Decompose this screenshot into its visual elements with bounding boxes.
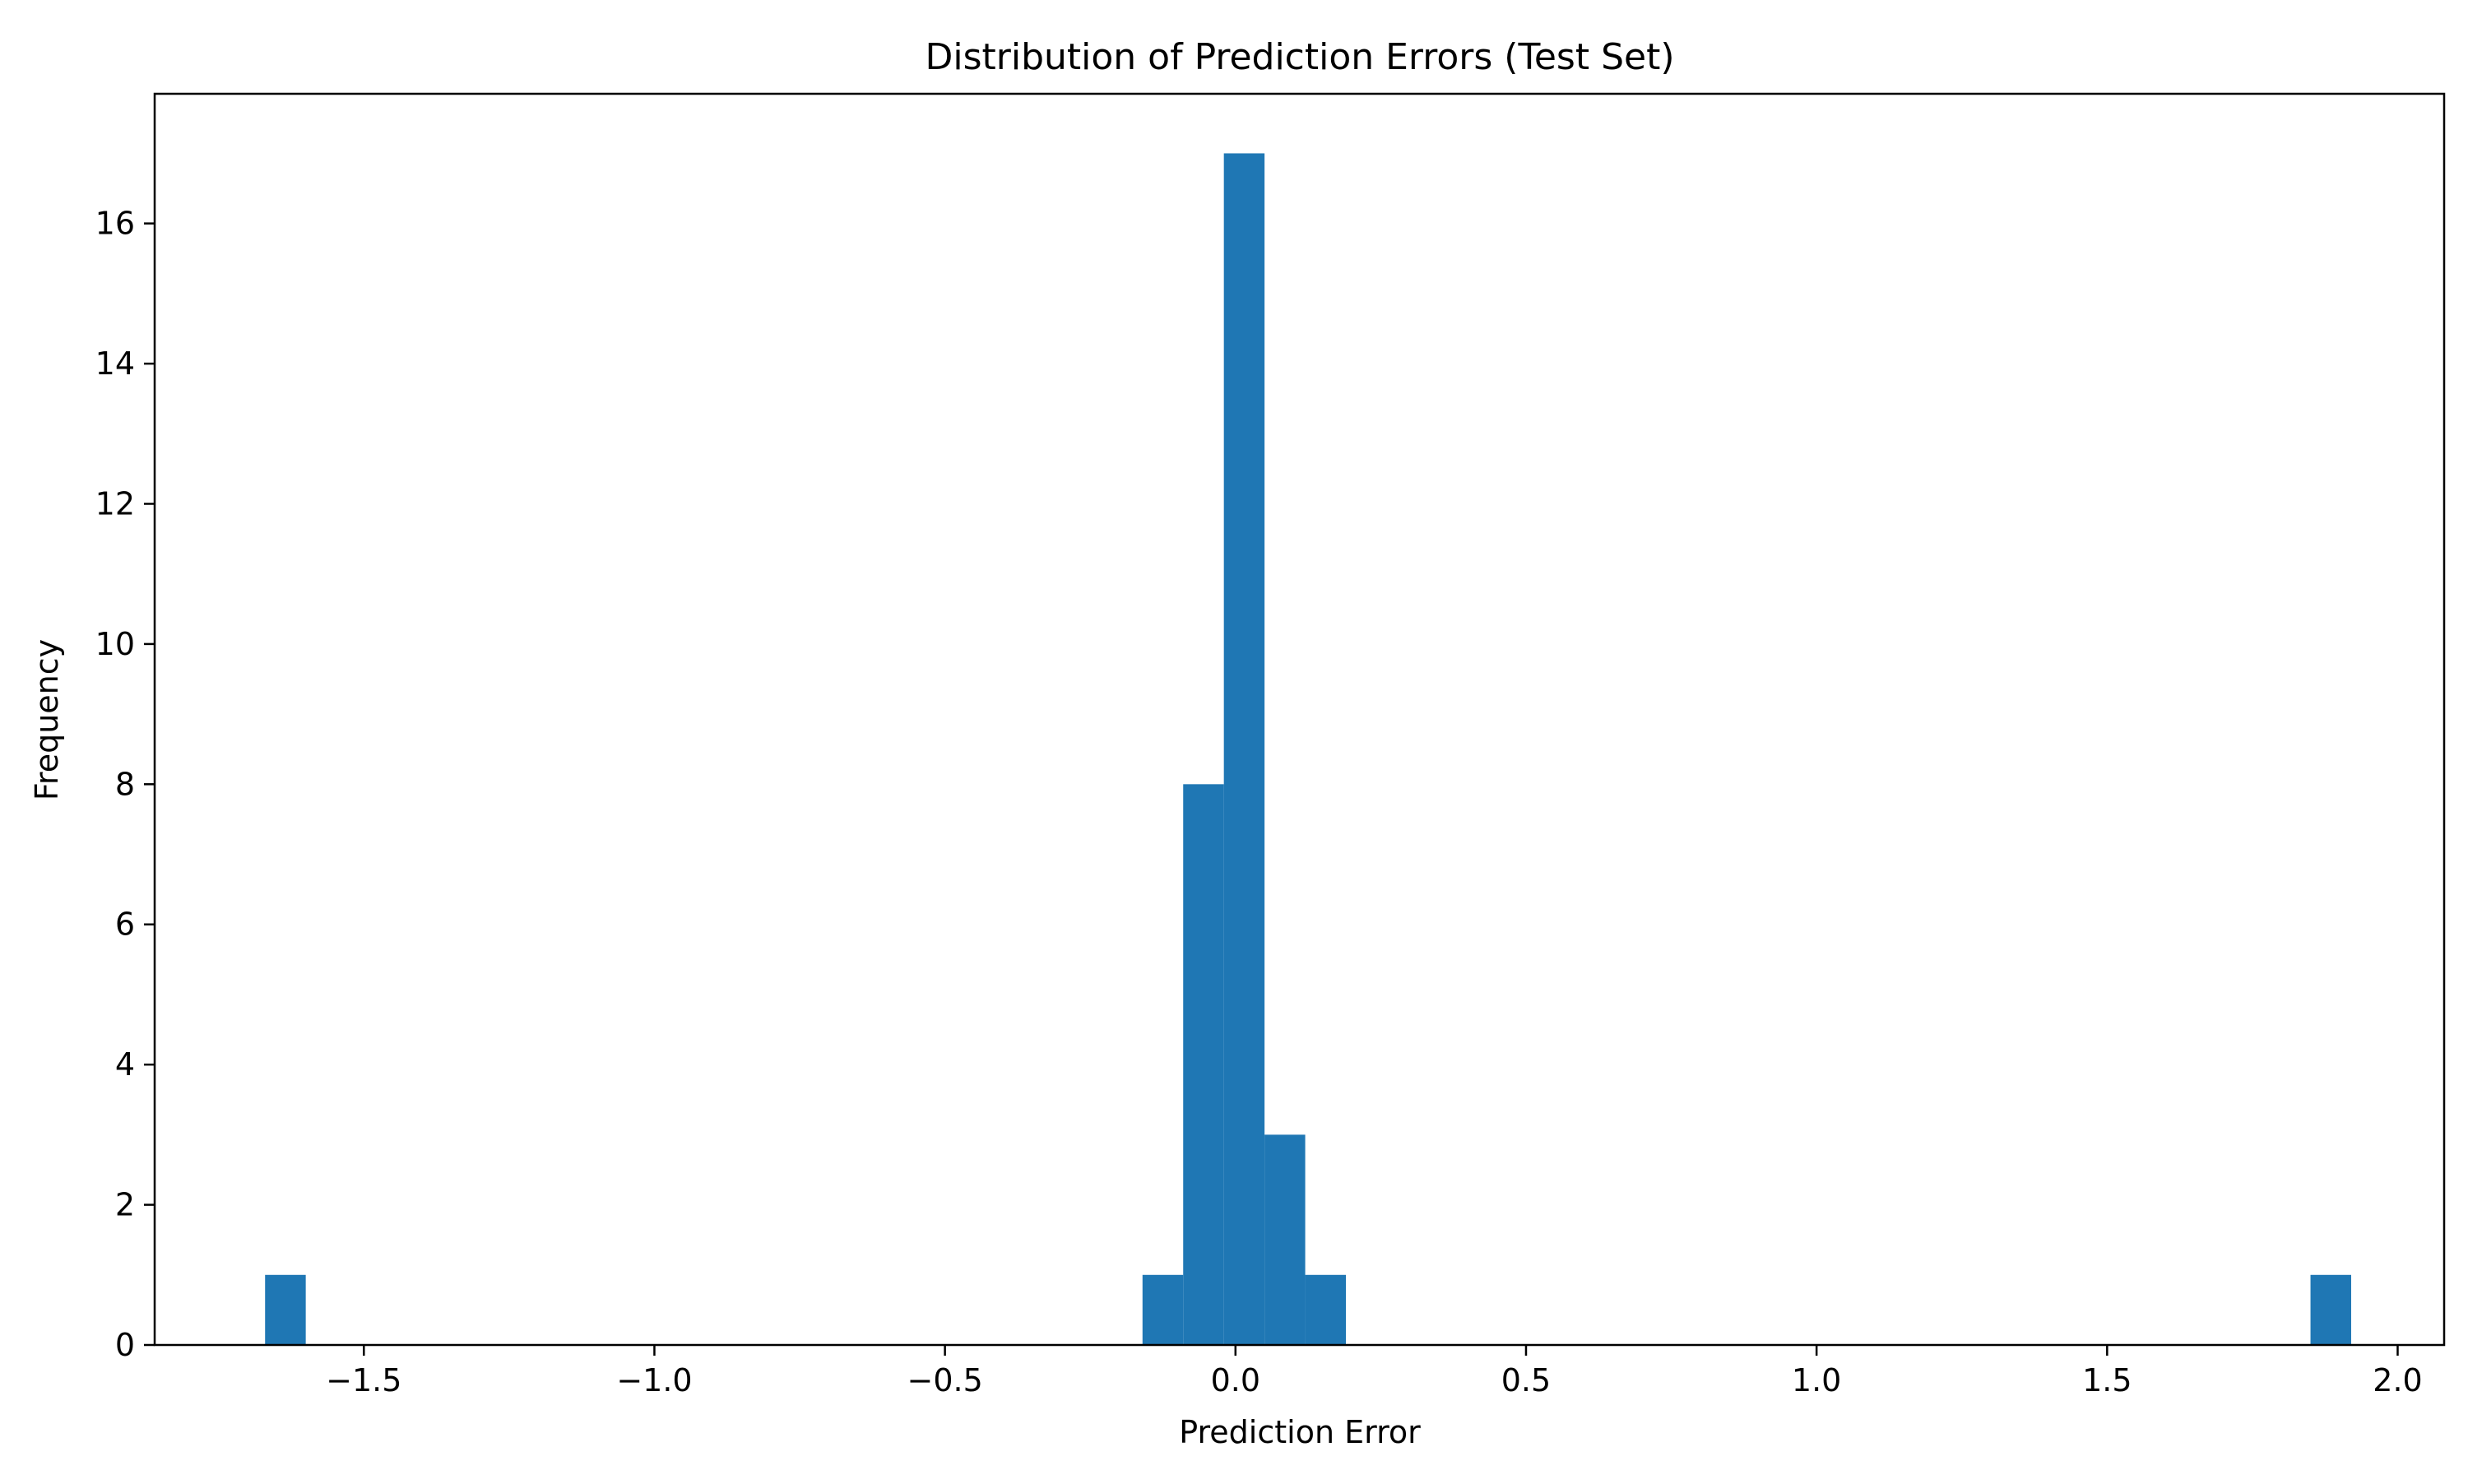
plot-frame [153, 92, 2446, 1347]
x-tick-label-0: −1.5 [326, 1362, 401, 1398]
histogram-bar-6 [2310, 1274, 2351, 1345]
histogram-bar-5 [1305, 1274, 1346, 1345]
x-tick-label-4: 0.5 [1501, 1362, 1551, 1398]
y-tick-label-0: 0 [115, 1327, 135, 1363]
x-tick-label-5: 1.0 [1792, 1362, 1841, 1398]
y-tick-label-3: 6 [115, 907, 135, 943]
y-axis-label: Frequency [29, 639, 65, 800]
x-axis: −1.5 −1.0 −0.5 0.0 0.5 1.0 1.5 2.0 [326, 1345, 2423, 1398]
y-tick-label-7: 14 [95, 345, 135, 382]
chart-title: Distribution of Prediction Errors (Test … [925, 36, 1674, 78]
y-tick-label-4: 8 [115, 766, 135, 802]
x-tick-label-6: 1.5 [2082, 1362, 2132, 1398]
x-tick-label-3: 0.0 [1211, 1362, 1260, 1398]
histogram-bar-1 [1142, 1274, 1184, 1345]
y-tick-label-5: 10 [95, 626, 135, 662]
y-tick-label-2: 4 [115, 1046, 135, 1083]
y-tick-label-8: 16 [95, 206, 135, 242]
histogram-bar-4 [1264, 1134, 1306, 1345]
x-axis-label: Prediction Error [1179, 1414, 1421, 1450]
x-tick-label-2: −0.5 [907, 1362, 982, 1398]
x-tick-label-7: 2.0 [2373, 1362, 2422, 1398]
y-tick-label-1: 2 [115, 1187, 135, 1223]
histogram-bars [265, 153, 2351, 1346]
y-tick-label-6: 12 [95, 485, 135, 522]
histogram-bar-0 [265, 1274, 306, 1345]
histogram-bar-2 [1183, 784, 1224, 1345]
x-tick-label-1: −1.0 [616, 1362, 692, 1398]
histogram-bar-3 [1223, 153, 1265, 1346]
y-axis: 0 2 4 6 8 10 12 14 16 [95, 206, 155, 1363]
